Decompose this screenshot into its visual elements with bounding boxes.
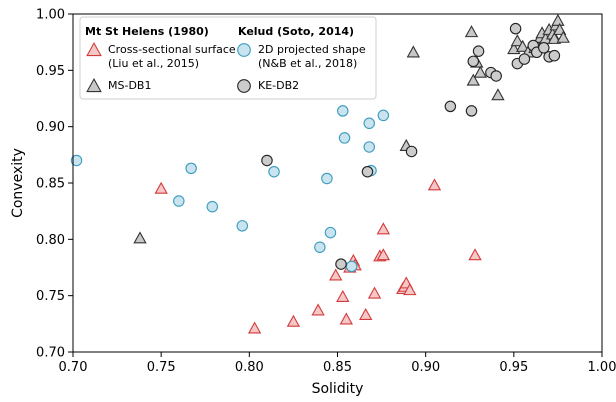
2d-projected-point xyxy=(173,195,185,207)
legend-marker-2d-projected xyxy=(237,43,251,57)
cross-sectional-point xyxy=(376,248,391,261)
legend-triangle-gray-icon xyxy=(86,77,102,93)
legend-circle-blue-icon xyxy=(237,43,251,57)
legend-heading-kelud: Kelud (Soto, 2014) xyxy=(238,25,354,38)
2d-projected-point xyxy=(185,162,197,175)
legend-label-2d-projected: 2D projected shape xyxy=(258,43,366,56)
legend-triangle-red-icon xyxy=(86,41,102,57)
y-tick-label: 0.90 xyxy=(36,120,65,135)
y-tick-label: 0.70 xyxy=(36,346,65,361)
legend-marker-cross-sectional xyxy=(86,41,102,57)
ke-db2-point xyxy=(444,100,457,113)
cross-sectional-point xyxy=(427,178,442,191)
x-tick-label: 0.80 xyxy=(235,360,264,375)
legend-label-ke-db2: KE-DB2 xyxy=(258,79,299,92)
legend-box xyxy=(79,16,377,100)
ke-db2-point xyxy=(361,165,374,178)
cross-sectional-point xyxy=(247,321,262,334)
ke-db2-point xyxy=(518,53,531,65)
cross-sectional-point xyxy=(339,312,354,325)
x-axis-ticks: 0.70 0.75 0.80 0.85 0.90 0.95 1.00 xyxy=(59,352,616,375)
cross-sectional-point xyxy=(367,286,382,299)
ke-db2-point xyxy=(509,22,522,35)
legend-marker-ms-db1 xyxy=(86,77,102,93)
2d-projected-point xyxy=(321,172,333,185)
x-tick-label: 0.85 xyxy=(323,360,352,375)
2d-projected-point xyxy=(345,260,358,273)
2d-projected-point xyxy=(338,132,351,144)
legend-label-cross-sectional-ref: (Liu et al., 2015) xyxy=(108,57,199,70)
ms-db1-point xyxy=(133,231,147,244)
legend: Mt St Helens (1980) Kelud (Soto, 2014) C… xyxy=(79,16,377,100)
y-axis-ticks: 0.70 0.75 0.80 0.85 0.90 0.95 1.00 xyxy=(36,8,73,361)
2d-projected-point xyxy=(314,241,326,253)
x-tick-label: 0.90 xyxy=(411,360,440,375)
data-points xyxy=(70,13,570,334)
ke-db2-point xyxy=(335,258,347,270)
2d-projected-point xyxy=(363,141,375,153)
cross-sectional-point xyxy=(329,268,343,281)
legend-label-cross-sectional: Cross-sectional surface xyxy=(108,43,236,56)
ms-db1-point xyxy=(466,73,480,86)
cross-sectional-point xyxy=(359,307,373,320)
y-axis-title: Convexity xyxy=(10,148,26,218)
ms-db1-point xyxy=(406,45,421,58)
cross-sectional-point xyxy=(403,283,417,296)
y-tick-label: 0.80 xyxy=(36,233,65,248)
ke-db2-point xyxy=(548,49,561,62)
ke-db2-point xyxy=(405,145,418,158)
ke-db2-point xyxy=(472,45,485,57)
x-axis-title: Solidity xyxy=(312,381,364,397)
legend-label-2d-projected-ref: (N&B et al., 2018) xyxy=(258,57,357,70)
legend-heading-mt-st-helens: Mt St Helens (1980) xyxy=(85,25,209,38)
ms-db1-point xyxy=(547,31,562,44)
ke-db2-point xyxy=(490,70,502,82)
2d-projected-point xyxy=(363,117,375,130)
2d-projected-point xyxy=(377,109,390,122)
ms-db1-point xyxy=(491,88,505,101)
2d-projected-point xyxy=(337,105,349,117)
cross-sectional-point xyxy=(468,248,482,261)
y-tick-label: 0.85 xyxy=(36,177,65,192)
ms-db1-point xyxy=(551,13,565,26)
legend-label-ms-db1: MS-DB1 xyxy=(108,79,151,92)
2d-projected-point xyxy=(324,226,337,239)
ms-db1-point xyxy=(473,65,488,78)
x-tick-label: 1.00 xyxy=(588,360,616,375)
legend-circle-gray-icon xyxy=(237,79,251,93)
cross-sectional-point xyxy=(336,289,350,302)
cross-sectional-point xyxy=(311,303,325,316)
ms-db1-point xyxy=(510,34,525,47)
cross-sectional-point xyxy=(286,314,301,327)
ms-db1-point xyxy=(556,30,570,43)
2d-projected-point xyxy=(206,200,219,213)
y-tick-label: 0.75 xyxy=(36,289,65,304)
ke-db2-point xyxy=(465,105,478,117)
2d-projected-point xyxy=(268,165,280,178)
x-tick-label: 0.70 xyxy=(59,360,88,375)
y-tick-label: 0.95 xyxy=(36,64,65,79)
ke-db2-point xyxy=(538,42,550,54)
2d-projected-point xyxy=(236,220,249,232)
x-tick-label: 0.75 xyxy=(147,360,176,375)
ke-db2-point xyxy=(467,55,480,68)
cross-sectional-point xyxy=(154,181,168,194)
y-tick-label: 1.00 xyxy=(36,8,65,23)
2d-projected-point xyxy=(70,154,83,167)
cross-sectional-point xyxy=(376,222,391,235)
x-tick-label: 0.95 xyxy=(499,360,528,375)
ms-db1-point xyxy=(464,25,479,38)
ke-db2-point xyxy=(261,154,273,167)
legend-marker-ke-db2 xyxy=(237,79,251,93)
ms-db1-point xyxy=(552,22,567,35)
ms-db1-point xyxy=(515,39,530,52)
